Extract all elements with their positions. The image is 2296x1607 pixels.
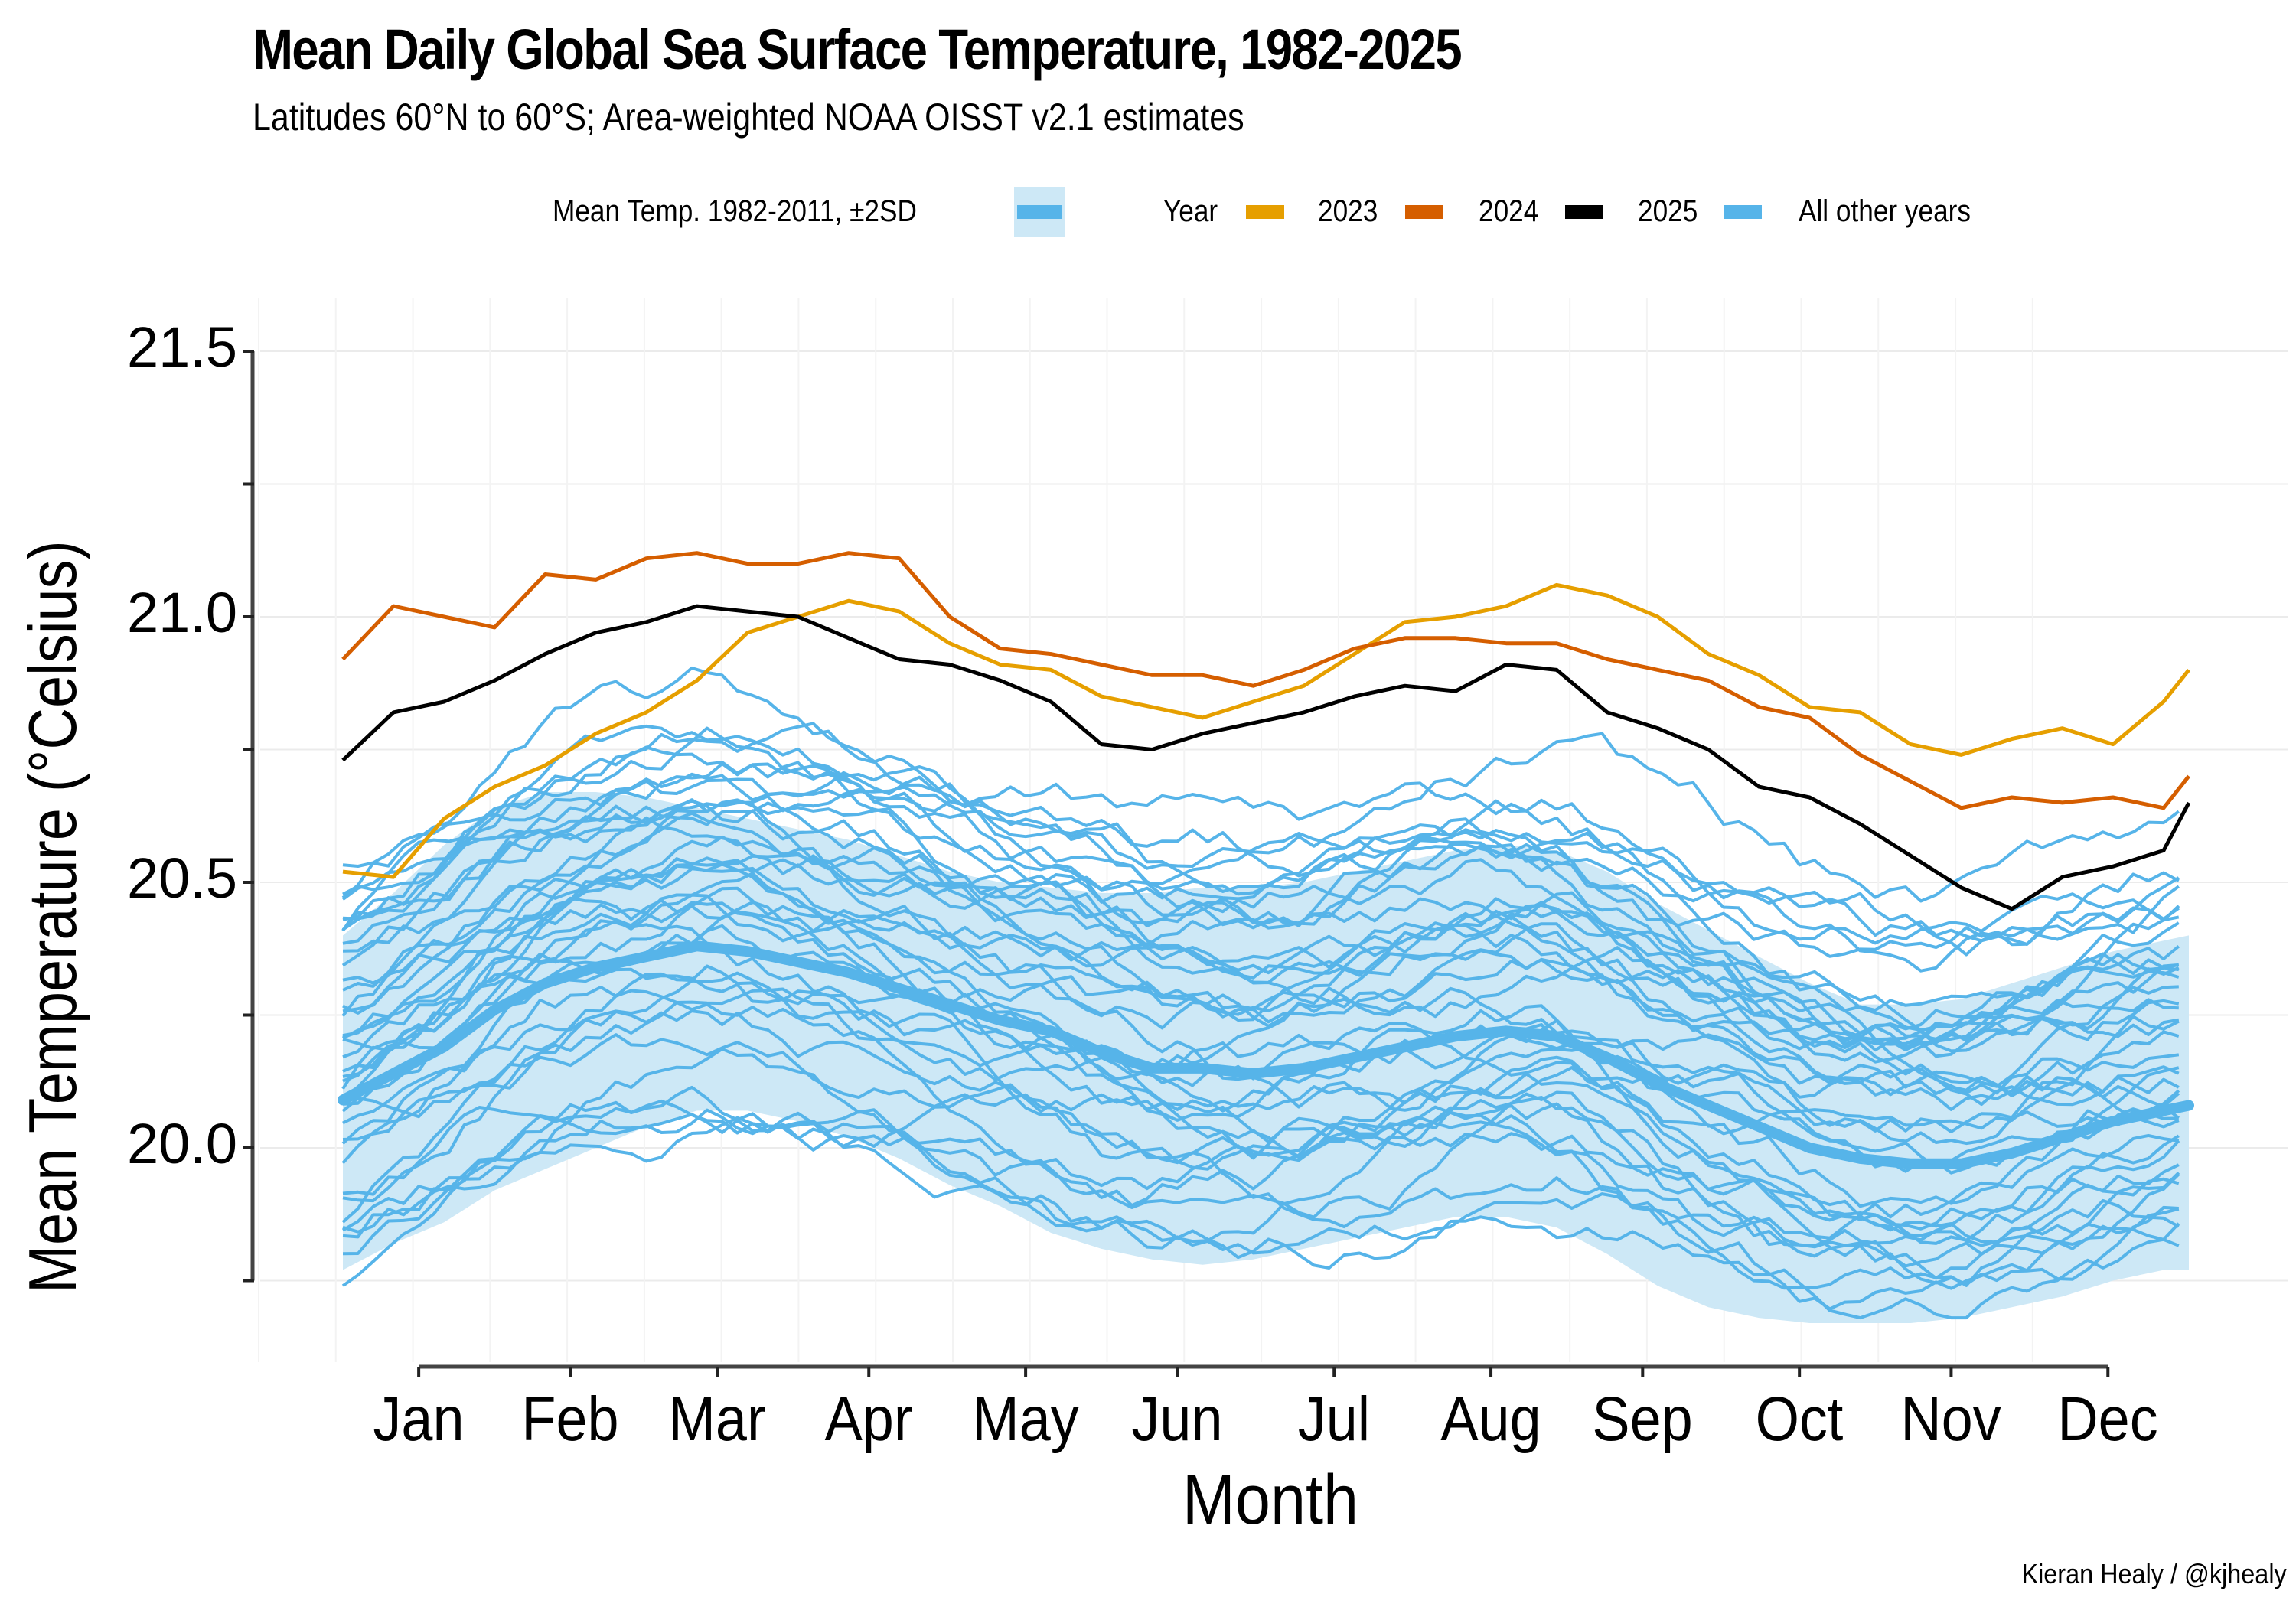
x-tick-label: Apr <box>824 1384 913 1454</box>
chart-title: Mean Daily Global Sea Surface Temperatur… <box>253 18 1463 81</box>
legend: Mean Temp. 1982-2011, ±2SD Year 2023 202… <box>0 187 2296 237</box>
x-tick-label: Sep <box>1592 1384 1693 1454</box>
other-year-line <box>342 798 2180 1041</box>
legend-key-2023 <box>1246 205 1284 219</box>
x-tick-label: Jan <box>373 1384 465 1454</box>
x-tick-label: Aug <box>1440 1384 1541 1454</box>
other-year-line <box>341 787 2180 957</box>
other-years-lines <box>341 666 2180 1320</box>
chart-subtitle: Latitudes 60°N to 60°S; Area-weighted NO… <box>253 96 1244 139</box>
climatology-mean <box>338 940 2194 1169</box>
legend-year-title: Year <box>1163 194 1218 228</box>
x-tick-label: Nov <box>1900 1384 2002 1454</box>
legend-band-key <box>1014 187 1065 237</box>
legend-band-label: Mean Temp. 1982-2011, ±2SD <box>553 194 917 228</box>
x-tick-label: Dec <box>2057 1384 2158 1454</box>
other-year-line <box>342 1110 2180 1290</box>
x-tick-label: Mar <box>668 1384 766 1454</box>
y-tick-label: 20.5 <box>126 846 237 910</box>
other-year-line <box>341 872 2180 1089</box>
y-tick-label: 21.0 <box>126 581 237 644</box>
other-year-line <box>341 726 2180 958</box>
x-tick-label: May <box>972 1384 1079 1454</box>
legend-key-other <box>1724 205 1762 219</box>
other-year-line <box>342 987 2180 1203</box>
other-year-line <box>342 761 2180 1046</box>
caption: Kieran Healy / @kjhealy <box>2021 1558 2287 1589</box>
legend-label-other: All other years <box>1799 194 1971 228</box>
x-axis-label: Month <box>1182 1461 1359 1539</box>
legend-key-2025 <box>1565 205 1603 219</box>
legend-label-2024: 2024 <box>1479 194 1539 228</box>
other-year-line <box>341 666 2180 947</box>
series-line-2025 <box>341 604 2191 911</box>
other-year-line <box>342 886 2180 1208</box>
other-year-line <box>342 862 2180 1146</box>
axes <box>243 350 2110 1377</box>
x-tick-label: Feb <box>521 1384 619 1454</box>
climatology-mean-line <box>338 940 2194 1169</box>
x-tick-label: Oct <box>1755 1384 1844 1454</box>
other-year-line <box>342 864 2180 1041</box>
legend-key-2024 <box>1405 205 1443 219</box>
other-year-line <box>341 1047 2180 1240</box>
legend-mean-key <box>1017 205 1062 219</box>
legend-label-2023: 2023 <box>1318 194 1378 228</box>
other-year-line <box>341 986 2180 1268</box>
other-year-line <box>342 901 2180 1095</box>
other-year-line <box>342 732 2180 903</box>
x-tick-label: Jun <box>1131 1384 1223 1454</box>
other-year-line <box>342 835 2180 1108</box>
y-tick-label: 20.0 <box>126 1112 237 1175</box>
y-tick-label: 21.5 <box>126 315 237 379</box>
series-line-2024 <box>341 551 2190 810</box>
y-axis-label: Mean Temperature (°Celsius) <box>15 540 90 1293</box>
highlight-year-lines <box>341 551 2191 911</box>
other-year-line <box>341 1116 2180 1311</box>
legend-label-2025: 2025 <box>1638 194 1698 228</box>
other-year-line <box>342 722 2180 973</box>
x-tick-label: Jul <box>1298 1384 1371 1454</box>
other-year-line <box>342 1085 2180 1320</box>
series-line-2023 <box>342 582 2190 879</box>
